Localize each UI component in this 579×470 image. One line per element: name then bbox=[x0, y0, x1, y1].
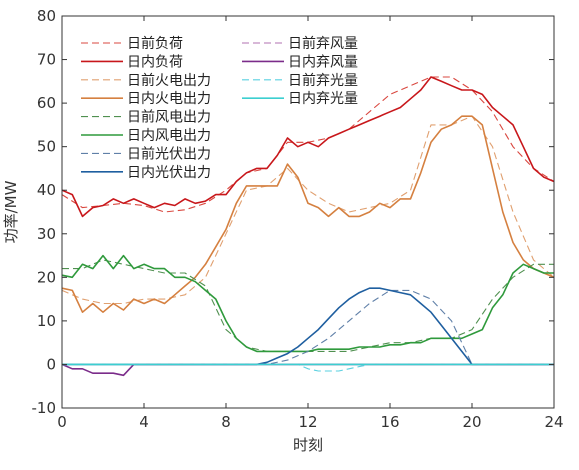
series-layer bbox=[61, 76, 555, 377]
x-tick-label: 20 bbox=[462, 413, 481, 431]
x-tick-label: 24 bbox=[544, 413, 563, 431]
legend-label: 日前负荷 bbox=[127, 35, 183, 52]
x-tick-label: 4 bbox=[139, 413, 149, 431]
legend-label: 日内光伏出力 bbox=[127, 165, 211, 181]
y-tick-label: 60 bbox=[37, 94, 56, 112]
x-axis-title: 时刻 bbox=[293, 436, 323, 454]
legend-label: 日前光伏出力 bbox=[127, 145, 211, 162]
series-line-4 bbox=[61, 115, 555, 314]
series-line-7 bbox=[62, 289, 554, 365]
series-line-10 bbox=[61, 363, 554, 377]
y-tick-label: 40 bbox=[37, 181, 56, 199]
x-tick-label: 8 bbox=[221, 413, 231, 431]
legend-label: 日内弃光量 bbox=[288, 91, 358, 107]
series-line-2 bbox=[61, 76, 555, 218]
legend-label: 日内负荷 bbox=[127, 54, 183, 70]
legend-label: 日内火电出力 bbox=[127, 91, 211, 107]
y-tick-label: 50 bbox=[37, 138, 56, 156]
x-tick-label: 0 bbox=[57, 413, 67, 431]
legend-label: 日前风电出力 bbox=[127, 109, 211, 126]
legend: 日前负荷日内负荷日前火电出力日内火电出力日前风电出力日内风电出力日前光伏出力日内… bbox=[81, 35, 358, 181]
y-axis-title: 功率/MW bbox=[2, 180, 20, 243]
y-tick-label: 20 bbox=[37, 268, 56, 286]
legend-label: 日内风电出力 bbox=[127, 128, 211, 144]
x-tick-label: 12 bbox=[298, 413, 317, 431]
x-tick-label: 16 bbox=[380, 413, 399, 431]
y-tick-label: 10 bbox=[37, 312, 56, 330]
series-line-3 bbox=[61, 115, 555, 305]
y-tick-label: 80 bbox=[37, 7, 56, 25]
y-tick-label: 30 bbox=[37, 225, 56, 243]
series-line-8 bbox=[62, 287, 554, 366]
legend-label: 日内弃风量 bbox=[288, 54, 358, 70]
series-line-11 bbox=[62, 363, 554, 372]
legend-label: 日前火电出力 bbox=[127, 72, 211, 89]
y-tick-label: -10 bbox=[32, 399, 57, 417]
legend-label: 日前弃光量 bbox=[288, 72, 358, 89]
y-tick-label: 0 bbox=[46, 355, 56, 373]
y-tick-label: 70 bbox=[37, 51, 56, 69]
legend-label: 日前弃风量 bbox=[288, 35, 358, 52]
series-line-6 bbox=[61, 254, 554, 353]
